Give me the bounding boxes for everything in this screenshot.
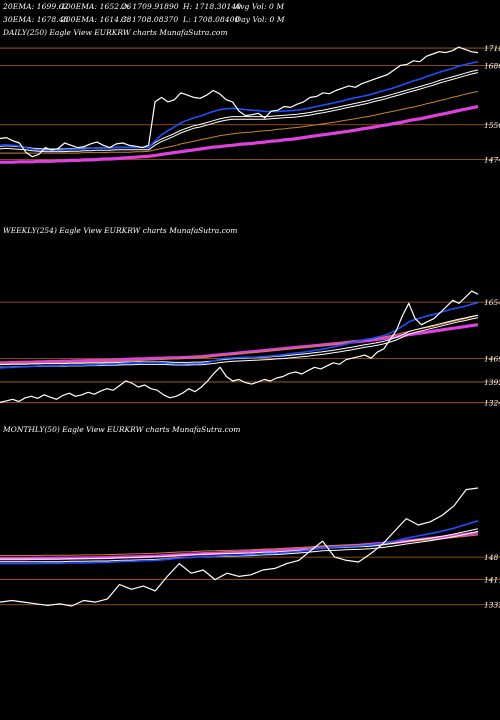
ema200-line bbox=[0, 104, 479, 164]
price-line bbox=[0, 487, 479, 607]
weekly-chart: 1654 1469 1392 1324 bbox=[0, 290, 500, 408]
day-vol-readout: Day Vol: 0 M bbox=[235, 15, 285, 24]
y-tick-label: 1469 bbox=[484, 354, 500, 363]
ema30-readout: 30EMA: 1678.48 bbox=[3, 15, 69, 24]
weekly-panel-title: WEEKLY(254) Eagle View EURKRW charts Mun… bbox=[3, 226, 238, 235]
y-tick-label: 1324 bbox=[484, 399, 500, 408]
y-tick-label: 1332 bbox=[484, 601, 500, 610]
y-tick-label: 1718 bbox=[484, 44, 500, 53]
low-readout: L: 1708.08400 bbox=[183, 15, 240, 24]
price-line bbox=[0, 46, 479, 158]
ema100-line bbox=[0, 90, 479, 154]
ema100-line bbox=[0, 315, 479, 365]
y-tick-label: 1550 bbox=[484, 121, 500, 130]
open-readout: O: 1709.91890 bbox=[121, 2, 179, 11]
ema30-line bbox=[0, 72, 479, 153]
monthly-panel-title: MONTHLY(50) Eagle View EURKRW charts Mun… bbox=[3, 425, 241, 434]
daily-chart: 1718 1680 1550 1474 bbox=[0, 44, 500, 164]
ema20-line bbox=[0, 520, 479, 565]
avg-vol-readout: Avg Vol: 0 M bbox=[235, 2, 285, 11]
high-readout: H: 1718.30140 bbox=[183, 2, 242, 11]
ema20-readout: 20EMA: 1699.62 bbox=[3, 2, 69, 11]
price-line bbox=[0, 290, 479, 403]
ema20-line bbox=[0, 60, 479, 152]
y-tick-label: 1474 bbox=[484, 155, 500, 164]
y-tick-label: 1392 bbox=[484, 378, 500, 387]
ema200-readout: 200EMA: 1614.38 bbox=[61, 15, 132, 24]
y-tick-label: 1680 bbox=[484, 61, 500, 70]
y-tick-label: 1654 bbox=[484, 298, 500, 307]
ema20-line bbox=[0, 301, 479, 369]
ema100-readout: 100EMA: 1652.26 bbox=[61, 2, 132, 11]
ema30-line bbox=[0, 528, 479, 560]
daily-panel-title: DAILY(250) Eagle View EURKRW charts Muna… bbox=[3, 28, 228, 37]
close-readout: C: 1708.08370 bbox=[121, 15, 179, 24]
y-tick-label: 148 bbox=[484, 553, 499, 562]
